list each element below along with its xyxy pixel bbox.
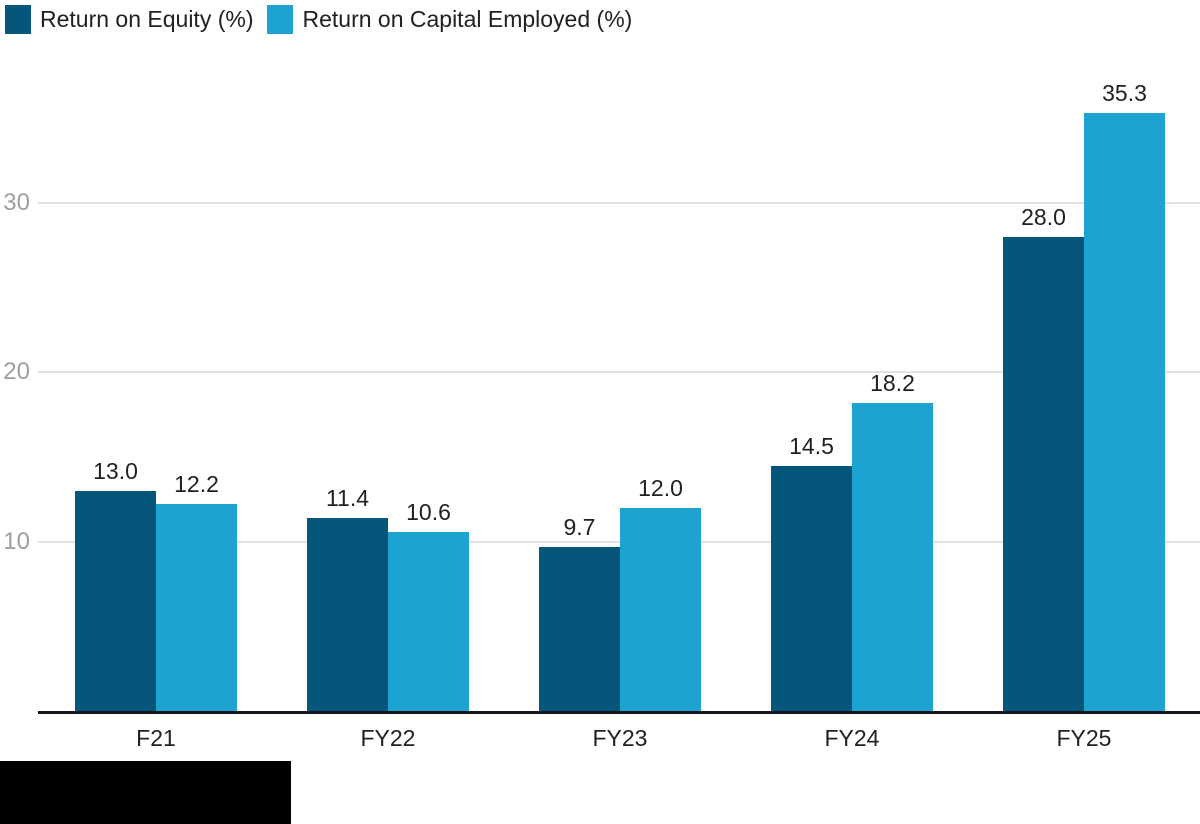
value-label-FY23-series-0: 9.7 xyxy=(563,513,596,540)
value-label-FY22-series-1: 10.6 xyxy=(406,498,451,525)
legend-swatch-dark-blue-icon xyxy=(5,5,31,34)
legend-label: Return on Capital Employed (%) xyxy=(302,6,633,32)
bar-F21-series-0 xyxy=(75,490,156,711)
legend-label: Return on Equity (%) xyxy=(40,6,254,32)
x-axis-category-FY22: FY22 xyxy=(360,725,416,751)
y-axis-tick-30: 30 xyxy=(3,189,30,217)
x-axis-category-FY25: FY25 xyxy=(1056,725,1112,751)
bar-FY22-series-0 xyxy=(307,517,388,711)
y-axis-tick-20: 20 xyxy=(3,358,30,386)
value-label-FY22-series-0: 11.4 xyxy=(325,484,370,511)
x-axis-category-FY23: FY23 xyxy=(592,725,648,751)
legend-item-return-on-equity[interactable]: Return on Equity (%) xyxy=(5,5,253,34)
legend-swatch-light-blue-icon xyxy=(267,5,294,34)
value-label-FY25-series-0: 28.0 xyxy=(1021,203,1066,230)
x-axis-category-FY24: FY24 xyxy=(824,725,880,751)
bar-F21-series-1 xyxy=(156,504,237,711)
value-label-FY23-series-1: 12.0 xyxy=(638,474,683,501)
bar-FY23-series-1 xyxy=(620,507,701,711)
value-label-FY24-series-0: 14.5 xyxy=(789,432,834,459)
gridline-y-10 xyxy=(38,540,1200,543)
redacted-watermark-block xyxy=(0,761,291,824)
value-label-F21-series-0: 13.0 xyxy=(93,457,138,484)
x-axis-line xyxy=(38,711,1200,714)
bar-FY24-series-0 xyxy=(771,465,852,711)
gridline-y-30 xyxy=(38,202,1200,205)
y-axis-tick-10: 10 xyxy=(3,527,30,555)
bar-FY25-series-0 xyxy=(1003,236,1084,711)
bar-FY23-series-0 xyxy=(539,546,620,711)
gridline-y-20 xyxy=(38,371,1200,374)
value-label-F21-series-1: 12.2 xyxy=(174,471,219,498)
value-label-FY25-series-1: 35.3 xyxy=(1102,80,1147,107)
bar-FY22-series-1 xyxy=(388,531,469,711)
bar-FY24-series-1 xyxy=(852,402,933,711)
chart-legend: Return on Equity (%) Return on Capital E… xyxy=(5,5,632,34)
bar-FY25-series-1 xyxy=(1084,113,1165,711)
value-label-FY24-series-1: 18.2 xyxy=(870,369,915,396)
legend-item-return-on-capital-employed[interactable]: Return on Capital Employed (%) xyxy=(267,5,632,34)
x-axis-category-F21: F21 xyxy=(136,725,176,751)
